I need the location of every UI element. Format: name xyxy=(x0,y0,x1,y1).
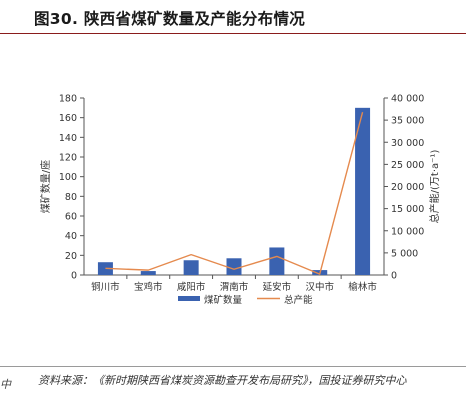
x-tick-label: 宝鸡市 xyxy=(134,281,163,293)
legend-swatch-bar xyxy=(178,296,200,301)
bar xyxy=(140,271,156,275)
y-tick-label: 140 xyxy=(59,133,77,144)
y-axis-title: 煤矿数量/座 xyxy=(39,160,52,213)
title-bar: 图30. 陕西省煤矿数量及产能分布情况 xyxy=(0,0,466,34)
y-tick-label: 120 xyxy=(59,153,77,164)
y-tick-label: 60 xyxy=(65,212,77,223)
x-tick-label: 咸阳市 xyxy=(177,281,206,293)
bar xyxy=(269,247,285,275)
y2-tick-label: 5 000 xyxy=(391,248,418,259)
y-tick-label: 100 xyxy=(59,172,77,183)
y2-axis-title: 总产能/(万t·a⁻¹) xyxy=(428,150,441,224)
y2-tick-label: 25 000 xyxy=(391,160,424,171)
left-margin-fragment: 中 xyxy=(0,378,11,391)
x-tick-label: 汉中市 xyxy=(305,281,334,293)
y2-tick-label: 20 000 xyxy=(391,182,424,193)
y2-tick-label: 40 000 xyxy=(391,94,424,105)
y-tick-label: 160 xyxy=(59,113,77,124)
y2-tick-label: 35 000 xyxy=(391,116,424,127)
y2-tick-label: 0 xyxy=(391,271,397,282)
bar xyxy=(355,107,371,275)
y-tick-label: 180 xyxy=(59,94,77,105)
x-tick-label: 延安市 xyxy=(263,281,292,293)
y-tick-label: 40 xyxy=(65,231,77,242)
y2-tick-label: 10 000 xyxy=(391,226,424,237)
y-tick-label: 0 xyxy=(71,271,77,282)
source-note: 资料来源：《新时期陕西省煤炭资源勘查开发布局研究》，国投证券研究中心 xyxy=(38,374,407,387)
x-tick-label: 榆林市 xyxy=(348,281,377,293)
y-tick-label: 20 xyxy=(65,251,77,262)
bar xyxy=(183,260,199,275)
x-tick-label: 铜川市 xyxy=(91,281,120,293)
legend-label-bar: 煤矿数量 xyxy=(204,294,243,306)
x-tick-label: 渭南市 xyxy=(220,281,249,293)
y2-tick-label: 15 000 xyxy=(391,204,424,215)
y2-tick-label: 30 000 xyxy=(391,138,424,149)
bar xyxy=(226,258,242,275)
chart: 0 20 40 60 80 100 120 140 160 180 0 5 000 10 000 15 0… xyxy=(39,94,441,307)
divider xyxy=(0,366,466,367)
line-series-total-capacity xyxy=(105,111,364,275)
y-tick-label: 80 xyxy=(65,192,77,203)
legend-label-line: 总产能 xyxy=(284,294,313,306)
figure-title: 图30. 陕西省煤矿数量及产能分布情况 xyxy=(34,10,306,28)
